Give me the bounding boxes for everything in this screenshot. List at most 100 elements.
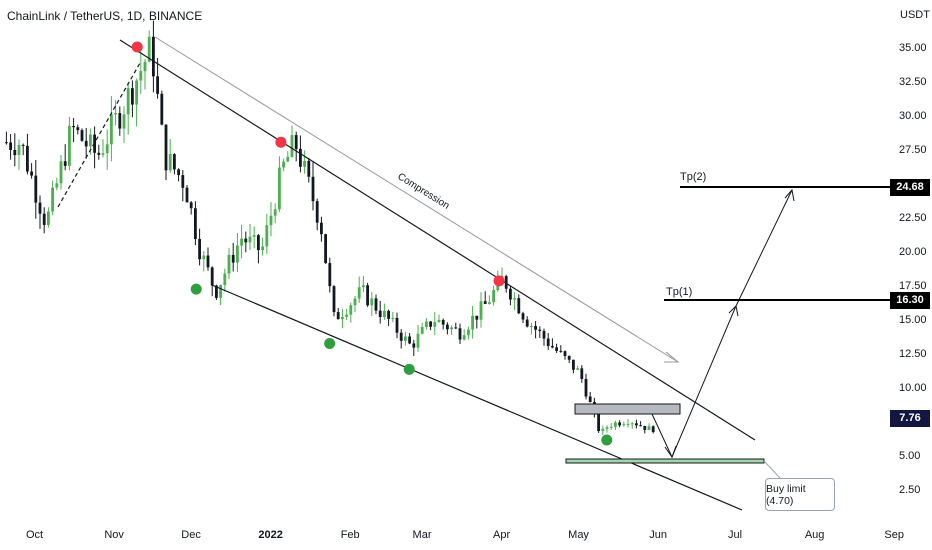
candle-body <box>530 326 533 328</box>
candle-body <box>471 315 474 330</box>
candle-body <box>21 144 25 146</box>
candle-body <box>55 183 59 188</box>
candle-body <box>349 305 353 315</box>
candle-body <box>147 36 151 62</box>
candle-body <box>609 426 613 428</box>
candle-body <box>215 285 218 298</box>
candle-body <box>630 423 634 425</box>
candle-body <box>168 154 172 171</box>
candle-body <box>261 246 264 251</box>
candle-body <box>122 114 126 129</box>
candle-body <box>51 187 54 212</box>
candle-body <box>257 235 260 251</box>
candle-body <box>294 135 298 149</box>
candle-body <box>42 213 46 225</box>
candle-body <box>114 113 117 115</box>
x-tick-label: Apr <box>493 529 510 541</box>
candle-body <box>462 335 466 340</box>
candle-body <box>84 140 88 147</box>
x-tick-label: Dec <box>181 529 201 541</box>
candle-body <box>626 423 630 425</box>
candle-body <box>546 338 550 346</box>
candle-body <box>555 347 558 351</box>
candle-body <box>353 298 357 306</box>
candle-body <box>202 255 206 260</box>
candle-body <box>227 254 231 274</box>
chart-title: ChainLink / TetherUS, 1D, BINANCE <box>7 9 203 23</box>
candle-body <box>206 255 210 268</box>
candle-body <box>395 317 399 333</box>
candle-body <box>30 171 33 176</box>
x-tick-label: Aug <box>805 529 825 541</box>
candle-body <box>97 152 101 155</box>
candle-body <box>597 412 600 432</box>
candle-body <box>248 236 252 243</box>
x-tick-label: Feb <box>341 529 360 541</box>
swing-high-marker <box>131 41 143 53</box>
candle-body <box>72 126 75 128</box>
candle-body <box>635 423 638 426</box>
candle-body <box>173 154 176 170</box>
candle-body <box>160 93 164 125</box>
swing-markers <box>131 41 613 446</box>
note-connector <box>763 460 781 479</box>
candle-body <box>139 71 143 81</box>
candle-body <box>332 286 336 313</box>
y-tick-label: 5.00 <box>899 450 920 462</box>
buy-limit-zone <box>565 458 765 464</box>
candle-body <box>412 343 416 348</box>
candle-body <box>378 310 382 318</box>
candle-body <box>567 355 571 360</box>
candle-body <box>164 124 168 171</box>
y-tick-label: 12.50 <box>899 348 927 360</box>
tp1-price-badge: 16.30 <box>890 292 930 309</box>
pullback-arrowhead <box>664 445 677 459</box>
y-tick-label: 30.00 <box>899 110 927 122</box>
x-tick-label: Jun <box>649 529 667 541</box>
candle-body <box>399 332 403 341</box>
candle-body <box>433 322 437 327</box>
x-tick-label: 2022 <box>258 529 282 541</box>
candle-body <box>437 319 441 323</box>
y-tick-label: 17.50 <box>899 280 927 292</box>
x-tick-label: May <box>568 529 589 541</box>
candle-body <box>521 313 525 320</box>
candle-body <box>328 263 332 287</box>
candle-body <box>26 145 29 172</box>
trendline-drawings: Compression Tp(2) Tp(1) <box>57 36 890 511</box>
candle-body <box>387 310 390 319</box>
candle-body <box>198 239 201 260</box>
currency-unit: USDT <box>900 9 930 21</box>
candle-body <box>492 289 495 303</box>
candle-body <box>639 425 642 427</box>
candle-body <box>551 345 554 348</box>
candle-body <box>525 319 529 327</box>
candle-body <box>278 167 281 210</box>
candle-body <box>450 327 453 330</box>
x-tick-label: Oct <box>26 529 43 541</box>
candle-body <box>446 324 449 330</box>
candle-body <box>534 326 537 330</box>
candle-body <box>341 316 344 320</box>
y-tick-label: 35.00 <box>899 42 927 54</box>
candle-body <box>126 88 130 115</box>
candle-body <box>320 222 323 235</box>
candle-body <box>63 161 67 166</box>
tp2-label: Tp(2) <box>680 171 706 183</box>
candle-body <box>17 144 21 156</box>
candle-body <box>269 215 273 226</box>
candle-body <box>231 254 235 263</box>
candle-body <box>416 333 420 348</box>
candle-body <box>517 298 521 314</box>
candle-body <box>483 301 487 304</box>
candle-body <box>131 88 134 105</box>
candle-body <box>236 245 239 263</box>
candle-body <box>252 235 256 237</box>
candle-body <box>580 368 584 379</box>
candle-body <box>311 176 315 202</box>
candle-body <box>177 169 180 176</box>
candle-body <box>601 428 605 432</box>
candle-body <box>299 148 302 167</box>
candle-body <box>622 424 626 426</box>
